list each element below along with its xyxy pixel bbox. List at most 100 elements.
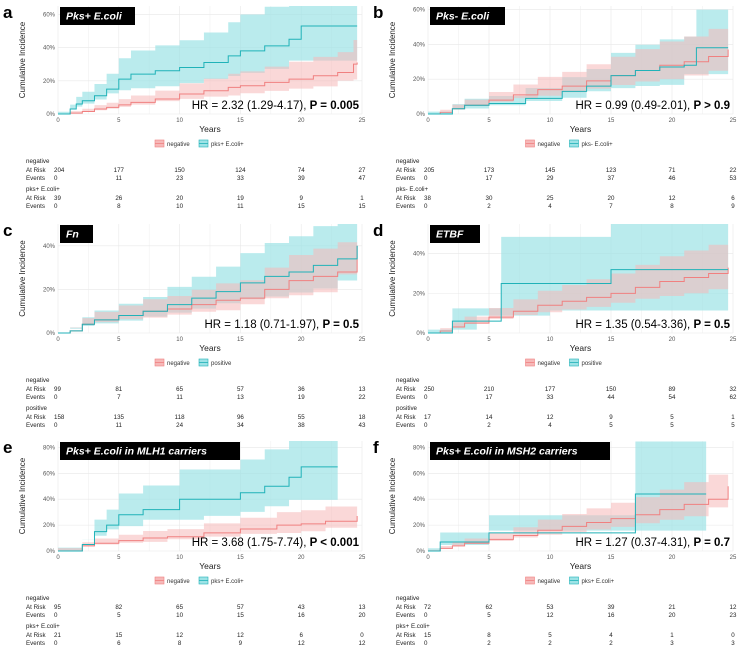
events-value: 20: [669, 612, 676, 619]
at-risk-value: 96: [237, 414, 244, 421]
at-risk-value: 9: [299, 195, 303, 202]
events-label: Events: [396, 203, 415, 210]
at-risk-value: 6: [731, 195, 735, 202]
at-risk-value: 17: [424, 414, 431, 421]
y-tick-label: 40%: [413, 42, 426, 48]
x-tick-label: 25: [359, 555, 366, 561]
events-value: 23: [730, 612, 737, 619]
at-risk-value: 18: [359, 414, 366, 421]
events-label: Events: [26, 640, 45, 647]
panel-title: Fn: [66, 229, 79, 241]
y-tick-label: 60%: [43, 471, 56, 477]
legend: negative pks- E.coli+: [525, 139, 613, 148]
at-risk-value: 19: [237, 195, 244, 202]
at-risk-label: At Risk: [396, 604, 417, 611]
ci-band-negative: [428, 236, 729, 333]
at-risk-value: 57: [237, 386, 244, 393]
events-label: Events: [396, 612, 415, 619]
at-risk-value: 13: [359, 604, 366, 611]
x-tick-label: 25: [359, 337, 366, 343]
events-value: 0: [424, 612, 428, 619]
x-axis-title: Years: [570, 343, 591, 353]
at-risk-value: 9: [609, 414, 613, 421]
x-axis-title: Years: [199, 343, 220, 353]
events-value: 0: [424, 203, 428, 210]
events-value: 23: [176, 175, 183, 182]
events-label: Events: [26, 612, 45, 619]
series-line-positive: [428, 47, 729, 115]
at-risk-value: 25: [547, 195, 554, 202]
y-tick-label: 40%: [413, 497, 426, 503]
events-value: 8: [670, 203, 674, 210]
legend: negative positive: [154, 358, 232, 367]
x-tick-label: 15: [237, 337, 244, 343]
x-tick-label: 10: [547, 337, 554, 343]
legend-label-negative: negative: [167, 361, 190, 367]
events-label: Events: [396, 394, 415, 401]
at-risk-value: 5: [548, 632, 552, 639]
at-risk-value: 20: [608, 195, 615, 202]
x-tick-label: 5: [487, 337, 491, 343]
at-risk-value: 250: [424, 386, 435, 393]
events-value: 17: [486, 394, 493, 401]
hr-value: HR = 1.18 (0.71-1.97),: [205, 319, 323, 331]
at-risk-value: 145: [545, 167, 556, 174]
at-risk-value: 38: [424, 195, 431, 202]
panel-title-box: [430, 7, 505, 25]
at-risk-value: 72: [424, 604, 431, 611]
at-risk-label: At Risk: [26, 167, 47, 174]
y-tick-label: 20%: [43, 523, 56, 529]
events-label: Events: [396, 175, 415, 182]
panel-title: ETBF: [436, 229, 464, 241]
legend-label-positive: positive: [211, 361, 232, 367]
at-risk-value: 39: [54, 195, 61, 202]
events-value: 2: [609, 640, 613, 647]
events-value: 15: [237, 612, 244, 619]
x-tick-label: 0: [56, 337, 60, 343]
legend-label-positive: positive: [582, 361, 603, 367]
events-value: 0: [54, 422, 58, 429]
at-risk-value: 177: [545, 386, 556, 393]
events-value: 10: [176, 612, 183, 619]
y-tick-label: 80%: [43, 445, 56, 451]
risk-group-label: negative: [26, 158, 50, 165]
panel-title-box: [60, 225, 93, 243]
events-value: 0: [424, 175, 428, 182]
panel-title-box: [430, 225, 480, 243]
at-risk-value: 123: [606, 167, 617, 174]
risk-group-label: negative: [26, 595, 50, 602]
series-line-negative: [428, 267, 729, 334]
x-axis-title: Years: [199, 124, 220, 134]
at-risk-label: At Risk: [396, 414, 417, 421]
at-risk-value: 65: [176, 604, 183, 611]
events-value: 33: [237, 175, 244, 182]
events-value: 3: [731, 640, 735, 647]
panel-letter: c: [3, 221, 12, 240]
hr-value: HR = 0.99 (0.49-2.01),: [576, 100, 694, 112]
panel-title-box: [60, 442, 240, 460]
p-value: P = 0.5: [693, 319, 730, 331]
series-line-positive: [58, 245, 358, 334]
at-risk-value: 177: [114, 167, 125, 174]
series-line-positive: [428, 269, 729, 334]
events-value: 11: [116, 422, 123, 429]
at-risk-value: 158: [54, 414, 65, 421]
events-value: 53: [730, 175, 737, 182]
x-tick-label: 25: [730, 118, 737, 124]
hr-value: HR = 3.68 (1.75-7.74),: [192, 537, 310, 549]
x-tick-label: 5: [117, 118, 121, 124]
x-tick-label: 10: [176, 555, 183, 561]
x-tick-label: 20: [298, 337, 305, 343]
y-tick-label: 20%: [413, 291, 426, 297]
at-risk-value: 118: [175, 414, 185, 421]
ci-band-negative: [58, 224, 358, 333]
x-tick-label: 0: [426, 118, 430, 124]
events-value: 0: [54, 203, 58, 210]
at-risk-value: 210: [484, 386, 495, 393]
panel-letter: f: [373, 438, 379, 457]
events-value: 7: [609, 203, 613, 210]
at-risk-label: At Risk: [26, 604, 47, 611]
